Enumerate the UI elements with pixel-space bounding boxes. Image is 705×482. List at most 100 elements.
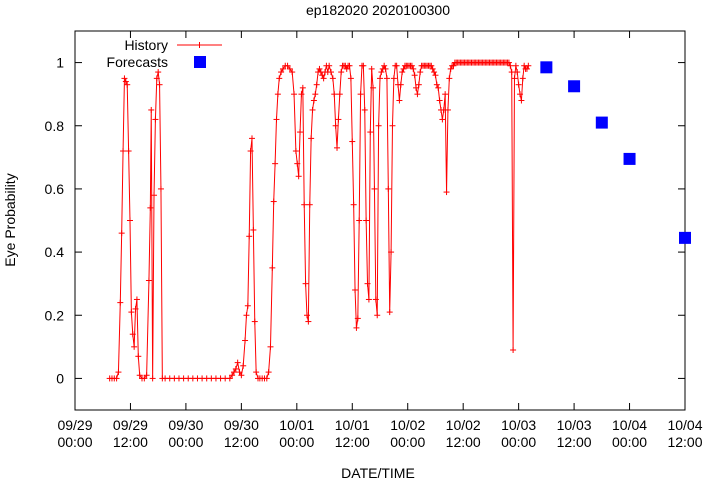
history-point [378,69,385,76]
x-tick-label-date: 10/01 [279,417,314,433]
history-point [410,65,417,72]
x-tick-label-date: 09/29 [57,417,92,433]
history-point [442,91,449,98]
history-point [347,75,354,82]
history-point [133,296,140,303]
history-point [400,65,407,72]
history-point [374,312,381,319]
x-tick-label-date: 10/02 [446,417,481,433]
history-point [310,97,317,104]
x-axis-label: DATE/TIME [341,465,415,481]
history-point [121,75,128,82]
history-point [320,75,327,82]
history-series [106,59,532,382]
history-point [335,116,342,123]
legend: History Forecasts [107,37,222,70]
history-point [253,369,260,376]
y-tick-label: 0.4 [45,244,65,260]
forecast-series [540,61,691,244]
chart-title: ep182020 2020100300 [306,2,450,18]
history-point [383,75,390,82]
history-point [303,312,310,319]
legend-history-sample [177,42,222,48]
history-point [232,365,239,372]
history-point [346,62,353,69]
x-tick-label-time: 00:00 [57,434,92,450]
history-point [294,160,301,167]
history-point [141,375,148,382]
plot-frame [74,30,686,411]
history-point [515,81,522,88]
history-point [155,69,162,76]
history-point [377,75,383,82]
history-point [386,309,393,316]
history-point [397,81,404,88]
x-tick-label-time: 12:00 [113,434,148,450]
history-point [352,286,359,293]
history-point [298,91,305,98]
history-point [226,375,233,382]
history-point [299,84,306,91]
history-point [356,217,363,224]
history-point [124,81,131,88]
history-point [518,97,525,104]
history-point [375,122,382,129]
history-point [145,277,152,284]
history-point [267,343,274,350]
history-point [413,84,420,91]
history-point [129,331,136,338]
history-point [312,91,319,98]
history-point [338,69,345,76]
x-tick-label-time: 00:00 [612,434,647,450]
x-tick-label-date: 10/01 [335,417,370,433]
history-point [511,75,518,82]
history-point [279,65,286,72]
history-point [505,59,512,66]
history-point [149,375,156,382]
history-point [364,280,371,287]
history-point [240,362,247,369]
history-point [343,65,350,72]
history-point [328,69,335,76]
x-tick-label-date: 09/29 [113,417,148,433]
history-point [238,372,245,379]
y-axis-label: Eye Probability [2,173,18,266]
history-point [510,346,517,353]
history-point [319,72,326,79]
history-point [371,185,378,192]
history-point [151,192,158,199]
history-point [120,148,127,155]
history-point [131,343,138,350]
x-tick-label-date: 10/04 [667,417,702,433]
x-tick-label-time: 00:00 [390,434,425,450]
history-point [286,65,293,72]
history-point [243,312,250,319]
history-point [414,91,421,98]
x-tick-label-date: 10/03 [557,417,592,433]
history-point [357,91,364,98]
history-point [244,302,251,309]
legend-forecast-sample [194,56,206,68]
history-point [278,69,285,76]
history-point [306,201,313,208]
x-tick-label-time: 00:00 [279,434,314,450]
history-point [349,138,356,145]
history-point [389,122,396,129]
history-point [250,226,257,233]
history-point [136,372,143,379]
history-point [512,62,519,69]
history-point [247,148,254,155]
history-point [331,91,338,98]
history-point [514,69,521,76]
history-point [382,65,389,72]
history-point [132,305,139,312]
history-point [153,75,160,82]
forecast-point [568,80,581,93]
history-point [381,62,388,69]
history-point [270,198,277,205]
history-point [265,369,272,376]
forecast-point [595,116,608,129]
history-point [365,296,372,303]
history-point [122,78,129,85]
